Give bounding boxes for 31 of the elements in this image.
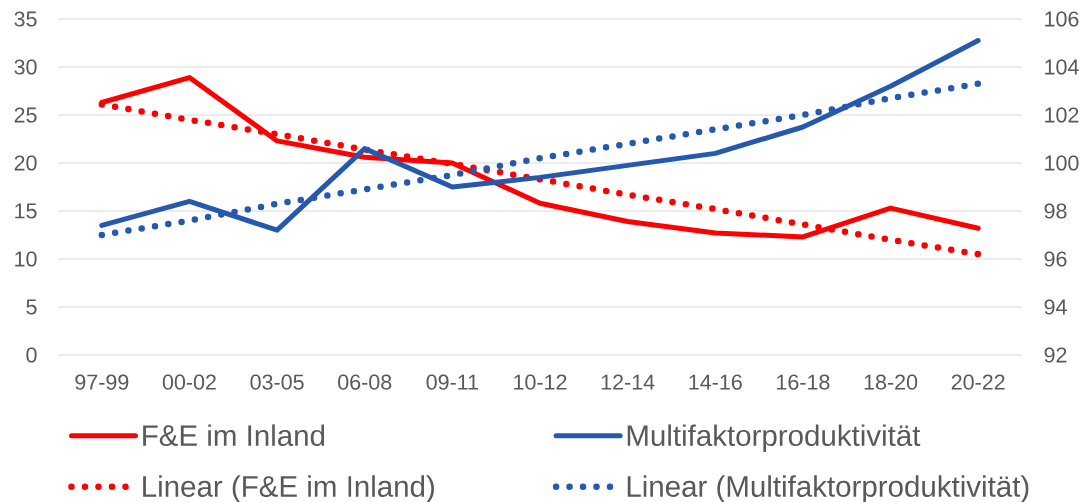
y2-tick-label: 104 <box>1045 59 1079 75</box>
y2-tick-label: 92 <box>1044 347 1067 363</box>
legend-label: Linear (Multifaktorproduktivität) <box>627 475 1029 502</box>
x-tick-label: 09-11 <box>426 374 479 390</box>
x-tick-label: 06-08 <box>338 374 392 390</box>
y2-tick-label: 102 <box>1045 107 1079 123</box>
legend-label: F&E im Inland <box>143 424 325 447</box>
legend-label: Linear (F&E im Inland) <box>143 475 434 502</box>
y2-tick-label: 106 <box>1045 11 1079 27</box>
y2-tick-label: 94 <box>1044 299 1067 315</box>
y2-tick-label: 100 <box>1045 155 1079 171</box>
y-tick-label: 25 <box>14 107 37 123</box>
x-tick-label: 20-22 <box>951 374 1005 390</box>
x-tick-label: 10-12 <box>514 374 567 390</box>
y2-tick-label: 96 <box>1044 251 1067 267</box>
y-tick-label: 35 <box>14 11 37 27</box>
x-tick-label: 16-18 <box>777 374 830 390</box>
y-tick-label: 5 <box>26 299 37 315</box>
y-tick-label: 10 <box>15 251 37 267</box>
x-tick-label: 18-20 <box>864 374 918 390</box>
x-tick-label: 12-14 <box>601 374 655 390</box>
y-tick-label: 15 <box>15 203 37 219</box>
legend-label: Multifaktorproduktivität <box>627 424 921 452</box>
x-tick-label: 97-99 <box>75 374 129 390</box>
x-tick-label: 14-16 <box>689 374 742 390</box>
x-tick-label: 00-02 <box>162 374 216 390</box>
y2-tick-label: 98 <box>1044 203 1067 219</box>
y-tick-label: 0 <box>26 347 37 363</box>
x-tick-label: 03-05 <box>250 374 304 390</box>
y-tick-label: 30 <box>14 59 37 75</box>
y-tick-label: 20 <box>14 155 37 171</box>
